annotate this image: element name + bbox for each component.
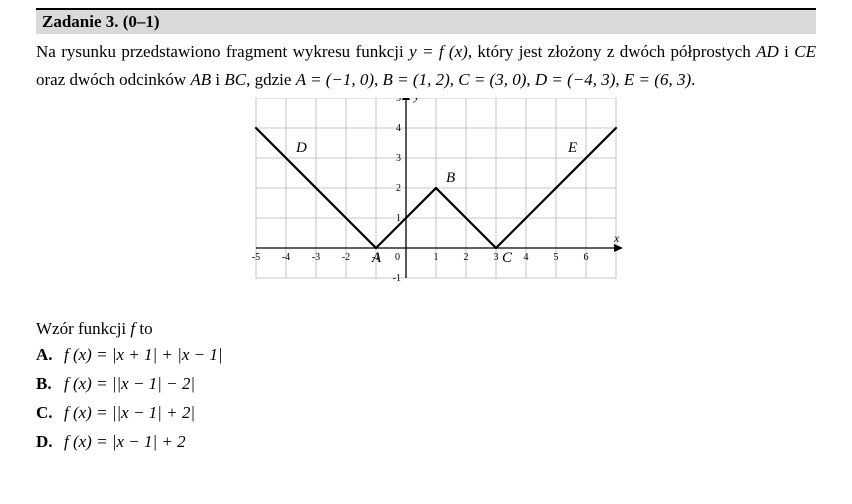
pt-D: D = (−4, 3) xyxy=(535,70,616,89)
function-chart: -5-4-3-2-1123456-1123450yxDBEAC xyxy=(226,98,626,308)
pt-A: A = (−1, 0) xyxy=(296,70,374,89)
svg-text:0: 0 xyxy=(395,252,400,263)
option-B[interactable]: B. f (x) = ||x − 1| − 2| xyxy=(36,370,816,399)
sep-c: , xyxy=(526,70,535,89)
svg-text:C: C xyxy=(502,250,513,266)
svg-text:5: 5 xyxy=(396,98,401,104)
options-list: A. f (x) = |x + 1| + |x − 1| B. f (x) = … xyxy=(36,341,816,457)
svg-text:-5: -5 xyxy=(252,252,260,263)
desc-mid5: , gdzie xyxy=(246,70,296,89)
svg-text:2: 2 xyxy=(396,183,401,194)
desc-mid3: oraz dwóch odcinków xyxy=(36,70,190,89)
svg-text:E: E xyxy=(567,140,577,156)
option-A[interactable]: A. f (x) = |x + 1| + |x − 1| xyxy=(36,341,816,370)
stem-post: to xyxy=(135,319,152,338)
svg-text:-3: -3 xyxy=(312,252,320,263)
desc-tail: . xyxy=(691,70,695,89)
seg-AB: AB xyxy=(190,70,211,89)
pt-C: C = (3, 0) xyxy=(458,70,526,89)
pt-E: E = (6, 3) xyxy=(624,70,691,89)
desc-mid2: i xyxy=(779,42,794,61)
svg-text:y: y xyxy=(413,98,420,103)
svg-text:-2: -2 xyxy=(342,252,350,263)
seg-BC: BC xyxy=(224,70,246,89)
desc-pre: Na rysunku przedstawiono fragment wykres… xyxy=(36,42,409,61)
sep-b: , xyxy=(450,70,459,89)
svg-text:4: 4 xyxy=(524,252,529,263)
option-C-letter: C. xyxy=(36,399,64,428)
svg-text:-1: -1 xyxy=(393,273,401,284)
question-stem: Wzór funkcji f to xyxy=(36,319,816,339)
option-D[interactable]: D. f (x) = |x − 1| + 2 xyxy=(36,428,816,457)
ray-CE: CE xyxy=(794,42,816,61)
desc-mid1: , który jest złożony z dwóch półprostych xyxy=(468,42,756,61)
svg-text:3: 3 xyxy=(396,153,401,164)
option-A-formula: f (x) = |x + 1| + |x − 1| xyxy=(64,341,223,370)
stem-pre: Wzór funkcji xyxy=(36,319,130,338)
svg-text:1: 1 xyxy=(434,252,439,263)
option-B-formula: f (x) = ||x − 1| − 2| xyxy=(64,370,195,399)
svg-text:4: 4 xyxy=(396,123,401,134)
desc-mid4: i xyxy=(211,70,224,89)
eqn: y = f (x) xyxy=(409,42,468,61)
task-description: Na rysunku przedstawiono fragment wykres… xyxy=(36,38,816,94)
ray-AD: AD xyxy=(756,42,779,61)
svg-text:3: 3 xyxy=(494,252,499,263)
svg-text:-4: -4 xyxy=(282,252,290,263)
option-B-letter: B. xyxy=(36,370,64,399)
option-C[interactable]: C. f (x) = ||x − 1| + 2| xyxy=(36,399,816,428)
svg-text:2: 2 xyxy=(464,252,469,263)
sep-d: , xyxy=(615,70,624,89)
option-D-letter: D. xyxy=(36,428,64,457)
svg-text:D: D xyxy=(295,140,307,156)
option-C-formula: f (x) = ||x − 1| + 2| xyxy=(64,399,195,428)
svg-text:5: 5 xyxy=(554,252,559,263)
svg-text:6: 6 xyxy=(584,252,589,263)
sep-a: , xyxy=(374,70,383,89)
task-header: Zadanie 3. (0–1) xyxy=(36,8,816,34)
svg-text:B: B xyxy=(446,170,455,186)
option-A-letter: A. xyxy=(36,341,64,370)
svg-text:A: A xyxy=(371,250,382,266)
chart-wrap: -5-4-3-2-1123456-1123450yxDBEAC xyxy=(36,98,816,313)
option-D-formula: f (x) = |x − 1| + 2 xyxy=(64,428,186,457)
pt-B: B = (1, 2) xyxy=(383,70,450,89)
svg-text:x: x xyxy=(613,231,620,245)
